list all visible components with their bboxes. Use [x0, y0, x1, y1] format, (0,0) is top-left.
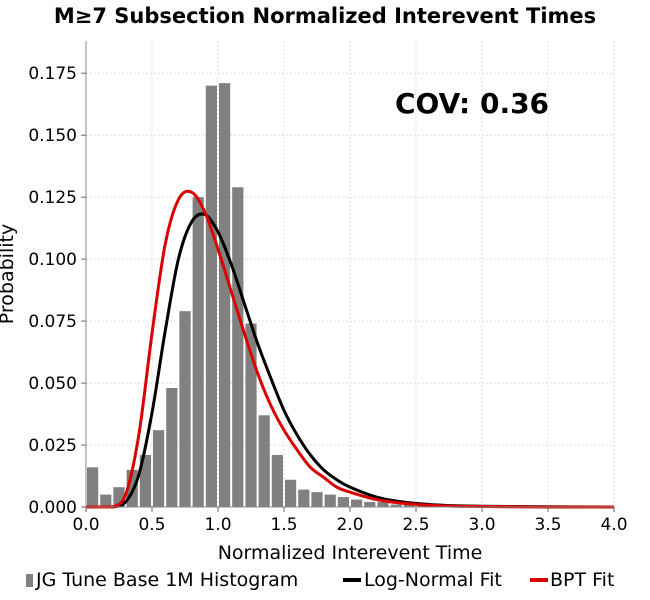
legend-label-histogram: JG Tune Base 1M Histogram — [35, 569, 298, 591]
histogram-bar — [219, 83, 231, 507]
histogram-bar — [403, 504, 415, 507]
x-tick-label: 0.0 — [72, 515, 99, 535]
x-axis-label: Normalized Interevent Time — [218, 542, 483, 564]
y-tick-label: 0.125 — [28, 188, 77, 208]
cov-annotation: COV: 0.36 — [395, 87, 549, 120]
histogram-bar — [139, 454, 151, 507]
x-tick-label: 3.0 — [468, 515, 495, 535]
histogram-bar — [113, 487, 125, 507]
histogram-bar — [258, 415, 270, 507]
histogram-bar — [179, 311, 191, 507]
y-tick-label: 0.075 — [28, 312, 77, 332]
x-tick-label: 4.0 — [600, 515, 627, 535]
histogram-bar — [192, 197, 204, 507]
series-line — [85, 189, 615, 509]
x-tick-label: 2.5 — [402, 515, 429, 535]
histogram-bar — [364, 502, 376, 507]
legend-label-lognormal: Log-Normal Fit — [364, 569, 502, 591]
histogram-bar — [245, 323, 257, 507]
histogram-bar — [324, 494, 336, 507]
histogram-bar — [390, 504, 402, 507]
y-tick-label: 0.000 — [28, 498, 77, 518]
y-tick-label: 0.175 — [28, 64, 77, 84]
histogram-bar — [153, 430, 165, 507]
histogram-bar — [311, 492, 323, 507]
legend-label-bpt: BPT Fit — [550, 569, 614, 591]
histogram-bar — [298, 489, 310, 507]
histogram-bar — [166, 388, 178, 507]
fit-lines — [85, 189, 615, 509]
legend-swatch-histogram — [26, 574, 33, 587]
chart-title: M≥7 Subsection Normalized Interevent Tim… — [54, 4, 596, 28]
y-tick-label: 0.050 — [28, 374, 77, 394]
x-tick-label: 2.0 — [336, 515, 363, 535]
axes: 0.0 0.5 1.0 1.5 2.0 2.5 3.0 3.5 4.0 0.000 0.025 0.0… — [28, 41, 628, 535]
x-tick-label: 1.0 — [204, 515, 231, 535]
y-tick-label: 0.025 — [28, 436, 77, 456]
histogram-bar — [87, 467, 99, 507]
histogram-bar — [100, 494, 112, 507]
histogram-bar — [205, 85, 217, 508]
histogram-bar — [271, 454, 283, 507]
histogram-bar — [351, 499, 363, 507]
histogram-bar — [337, 497, 349, 507]
legend: JG Tune Base 1M Histogram Log-Normal Fit B… — [26, 569, 614, 591]
x-tick-label: 3.5 — [534, 515, 561, 535]
histogram-bar — [232, 187, 244, 507]
y-tick-label: 0.100 — [28, 250, 77, 270]
x-tick-label: 1.5 — [270, 515, 297, 535]
y-axis-label: Probability — [0, 224, 18, 324]
histogram-bar — [285, 479, 297, 507]
histogram-bar — [377, 502, 389, 507]
histogram-bars — [87, 83, 521, 508]
y-tick-label: 0.150 — [28, 126, 77, 146]
x-tick-label: 0.5 — [138, 515, 165, 535]
